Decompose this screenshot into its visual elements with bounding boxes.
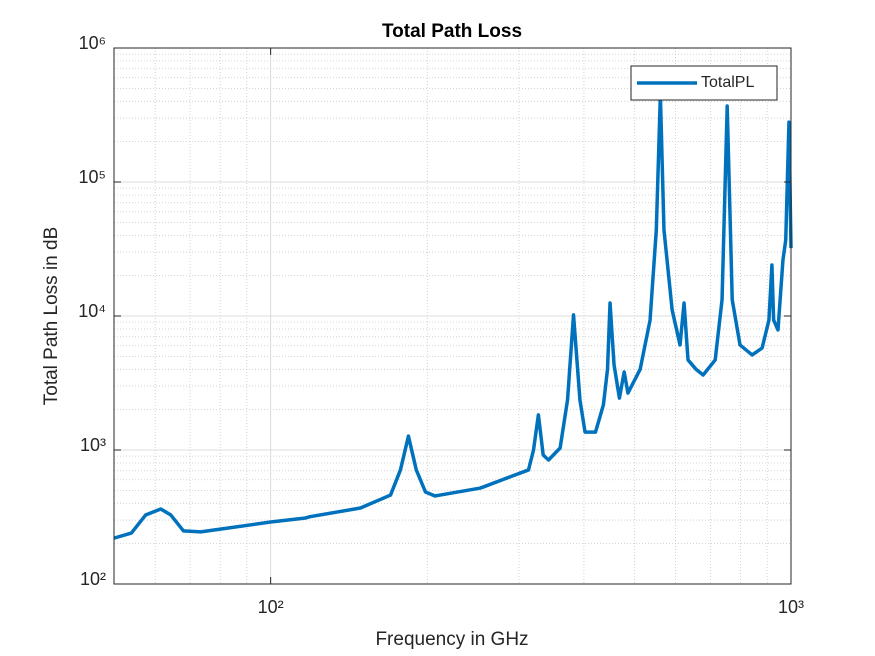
y-tick-label: 10⁴ bbox=[78, 301, 106, 321]
x-axis-label: Frequency in GHz bbox=[375, 629, 528, 650]
plot-area bbox=[113, 93, 793, 540]
y-tick-label: 10⁵ bbox=[79, 167, 106, 187]
x-tick-label: 10² bbox=[258, 597, 284, 617]
legend-box bbox=[630, 65, 778, 101]
y-axis-label: Total Path Loss in dB bbox=[41, 227, 62, 406]
x-tick-label: 10³ bbox=[778, 597, 804, 617]
y-tick-label: 10⁶ bbox=[79, 33, 106, 53]
legend: TotalPL bbox=[630, 65, 778, 101]
chart-title: Total Path Loss bbox=[382, 21, 522, 42]
data-line bbox=[113, 93, 793, 540]
y-tick-label: 10³ bbox=[80, 435, 106, 455]
legend-label: TotalPL bbox=[701, 74, 754, 91]
y-tick-label: 10² bbox=[80, 569, 106, 589]
